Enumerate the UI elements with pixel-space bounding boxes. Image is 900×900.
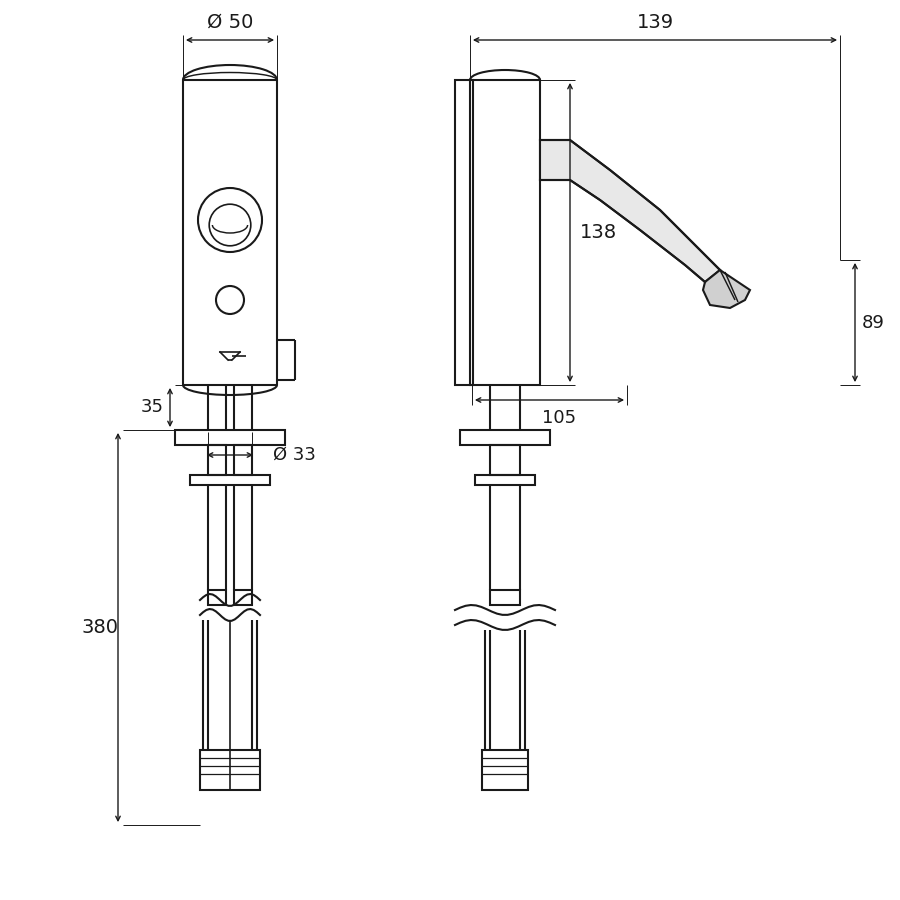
Bar <box>455 80 473 385</box>
Bar <box>460 430 550 445</box>
Bar <box>208 590 226 605</box>
Bar <box>490 445 520 475</box>
Bar <box>190 475 270 485</box>
Text: 35: 35 <box>140 399 164 417</box>
Bar <box>490 590 520 605</box>
Bar <box>175 430 285 445</box>
Text: 139: 139 <box>636 13 673 32</box>
Bar <box>208 445 226 475</box>
Bar <box>475 475 535 485</box>
Text: 105: 105 <box>543 409 577 427</box>
Text: 138: 138 <box>580 223 616 242</box>
Text: Ø 33: Ø 33 <box>273 446 315 464</box>
Polygon shape <box>703 270 750 308</box>
Polygon shape <box>540 140 720 282</box>
Bar <box>234 445 252 475</box>
Text: Ø 50: Ø 50 <box>207 13 253 32</box>
Bar <box>234 590 252 605</box>
Bar <box>200 750 260 790</box>
Text: 380: 380 <box>82 618 119 637</box>
Bar <box>470 80 540 385</box>
Bar <box>482 750 528 790</box>
Text: 89: 89 <box>861 313 885 331</box>
